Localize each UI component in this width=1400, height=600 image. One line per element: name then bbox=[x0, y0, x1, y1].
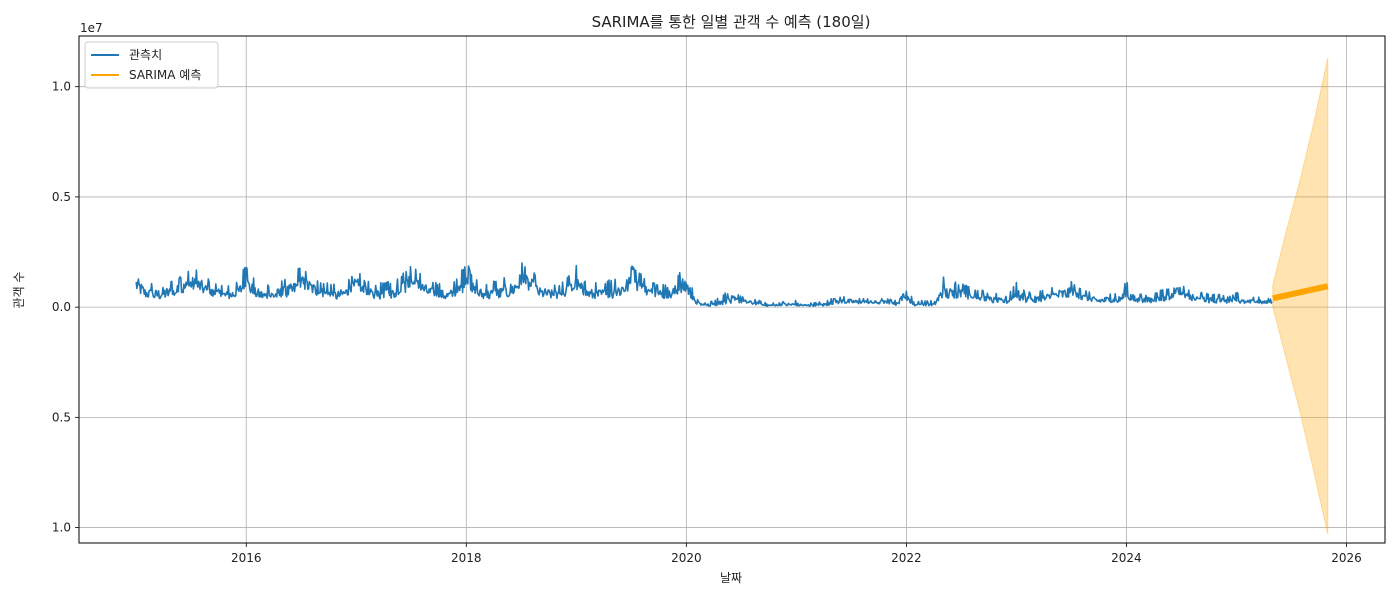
y-offset-label: 1e7 bbox=[80, 21, 103, 35]
y-tick-label: 0.0 bbox=[52, 300, 71, 314]
x-tick-label: 2020 bbox=[671, 551, 702, 565]
x-tick-label: 2018 bbox=[451, 551, 482, 565]
legend-box bbox=[84, 41, 219, 89]
legend-label-observed: 관측치 bbox=[129, 48, 162, 62]
x-tick-label: 2022 bbox=[891, 551, 922, 565]
legend-label-forecast: SARIMA 예측 bbox=[129, 68, 201, 82]
series-lines bbox=[135, 262, 1329, 307]
chart-title: SARIMA를 통한 일별 관객 수 예측 (180일) bbox=[592, 13, 871, 31]
forecast-confidence-band bbox=[1272, 57, 1329, 535]
x-tick-label: 2024 bbox=[1111, 551, 1142, 565]
legend: 관측치 SARIMA 예측 bbox=[84, 41, 219, 89]
x-tick-label: 2026 bbox=[1331, 551, 1362, 565]
y-tick-label: 0.5 bbox=[52, 190, 71, 204]
confidence-band bbox=[1272, 57, 1329, 535]
y-tick-label: 1.0 bbox=[52, 521, 71, 535]
axis-ticks: 2016 2018 2020 2022 2024 2026 1.0 0.5 0.0 0.5 1.0 bbox=[52, 80, 1362, 565]
x-tick-label: 2016 bbox=[231, 551, 262, 565]
y-tick-label: 1.0 bbox=[52, 80, 71, 94]
y-tick-label: 0.5 bbox=[52, 410, 71, 424]
x-axis-label: 날짜 bbox=[720, 571, 742, 585]
observed-series-line bbox=[135, 262, 1273, 307]
y-axis-label: 관객 수 bbox=[12, 272, 26, 309]
forecast-series-line bbox=[1272, 283, 1329, 302]
plot-frame bbox=[78, 35, 1386, 544]
